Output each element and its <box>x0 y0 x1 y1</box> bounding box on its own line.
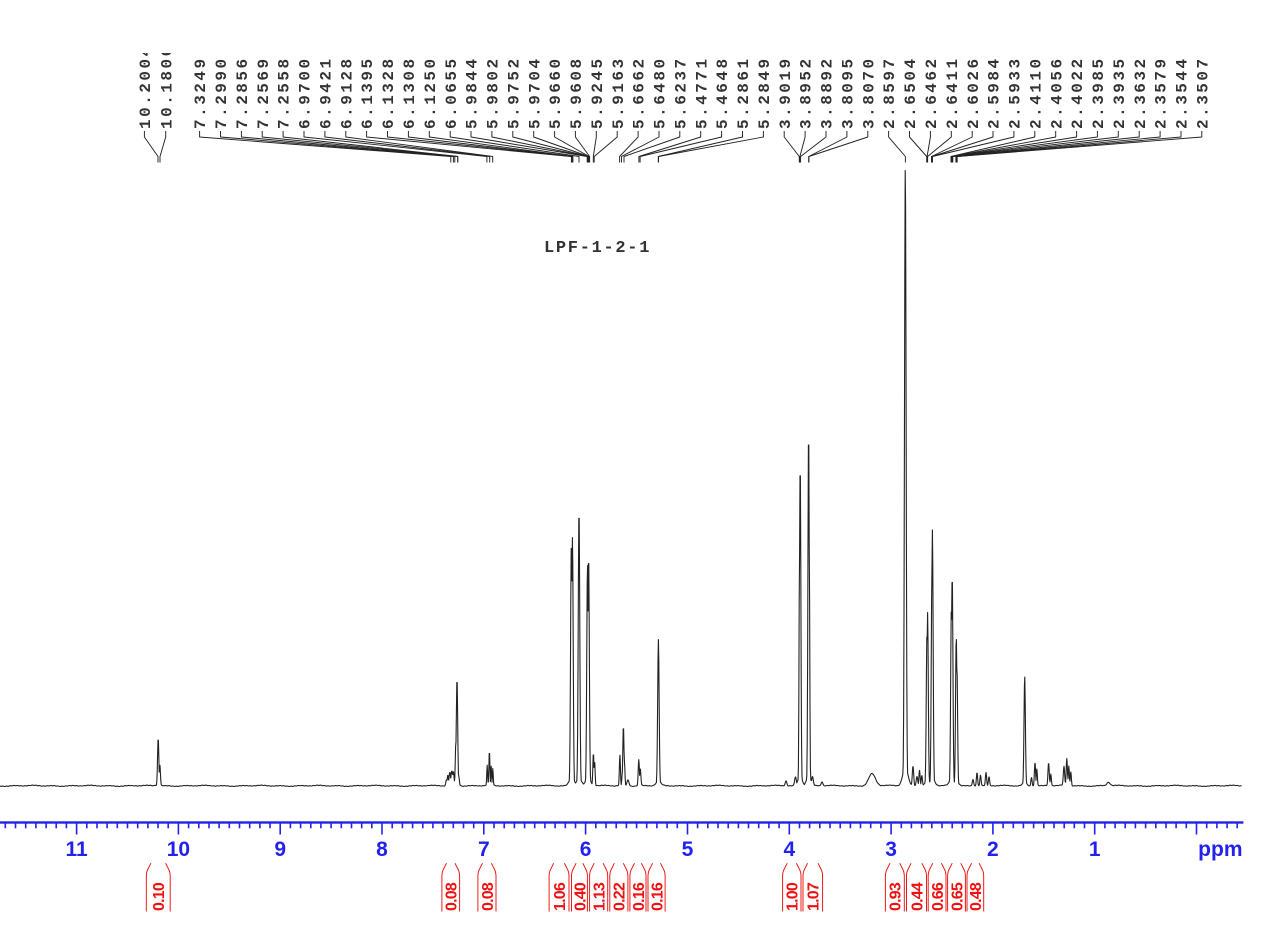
svg-text:11: 11 <box>65 838 88 861</box>
svg-text:1.06: 1.06 <box>552 882 569 911</box>
svg-text:0.16: 0.16 <box>649 882 666 911</box>
svg-text:7.2558: 7.2558 <box>276 56 294 129</box>
svg-text:1.07: 1.07 <box>806 882 823 911</box>
svg-text:2.4056: 2.4056 <box>1048 56 1066 129</box>
svg-text:2.3579: 2.3579 <box>1153 56 1171 129</box>
svg-text:5.6662: 5.6662 <box>631 56 649 129</box>
svg-text:ppm: ppm <box>1198 838 1242 861</box>
svg-text:2.8597: 2.8597 <box>881 56 899 129</box>
svg-text:6.1328: 6.1328 <box>380 56 398 129</box>
svg-text:7: 7 <box>478 838 490 861</box>
svg-text:5.9660: 5.9660 <box>547 56 565 129</box>
svg-text:10.2004: 10.2004 <box>137 44 155 129</box>
svg-text:5.4648: 5.4648 <box>714 56 732 129</box>
svg-text:3.8070: 3.8070 <box>860 56 878 129</box>
svg-text:0.65: 0.65 <box>949 882 966 911</box>
svg-text:6.0655: 6.0655 <box>443 56 461 129</box>
svg-text:3: 3 <box>885 838 897 861</box>
svg-text:6.1395: 6.1395 <box>359 56 377 129</box>
svg-text:0.40: 0.40 <box>572 882 589 911</box>
svg-text:5.2849: 5.2849 <box>756 56 774 129</box>
svg-text:7.2569: 7.2569 <box>255 56 273 129</box>
svg-text:7.3249: 7.3249 <box>192 56 210 129</box>
svg-text:6: 6 <box>580 838 592 861</box>
svg-text:2.6026: 2.6026 <box>965 56 983 129</box>
svg-text:0.66: 0.66 <box>930 882 947 911</box>
svg-text:5.4771: 5.4771 <box>693 56 711 129</box>
svg-text:4: 4 <box>783 838 795 861</box>
svg-text:9: 9 <box>274 838 286 861</box>
svg-text:3.8892: 3.8892 <box>819 56 837 129</box>
svg-text:6.9128: 6.9128 <box>338 56 356 129</box>
svg-text:5: 5 <box>682 838 694 861</box>
svg-text:2.3985: 2.3985 <box>1090 56 1108 129</box>
svg-text:6.1250: 6.1250 <box>422 56 440 129</box>
svg-text:3.8095: 3.8095 <box>840 56 858 129</box>
svg-text:1.00: 1.00 <box>785 882 802 911</box>
svg-text:2.5984: 2.5984 <box>986 56 1004 129</box>
svg-text:6.1308: 6.1308 <box>401 56 419 129</box>
svg-text:2.3507: 2.3507 <box>1194 56 1212 129</box>
svg-text:5.9752: 5.9752 <box>505 56 523 129</box>
svg-text:5.9802: 5.9802 <box>485 56 503 129</box>
svg-text:1.13: 1.13 <box>592 882 609 911</box>
svg-text:2.3544: 2.3544 <box>1174 56 1192 129</box>
svg-text:5.2861: 5.2861 <box>735 56 753 129</box>
svg-text:2.6504: 2.6504 <box>902 56 920 129</box>
svg-text:1: 1 <box>1089 838 1101 861</box>
svg-text:5.6237: 5.6237 <box>672 56 690 129</box>
svg-text:6.9421: 6.9421 <box>318 56 336 129</box>
svg-text:8: 8 <box>376 838 388 861</box>
svg-text:0.44: 0.44 <box>909 882 926 911</box>
svg-text:2.5933: 2.5933 <box>1007 56 1025 129</box>
svg-text:0.10: 0.10 <box>151 882 168 911</box>
svg-text:10.1806: 10.1806 <box>158 44 176 129</box>
svg-text:0.16: 0.16 <box>631 882 648 911</box>
svg-text:5.9608: 5.9608 <box>568 56 586 129</box>
svg-text:3.8952: 3.8952 <box>798 56 816 129</box>
svg-text:6.9700: 6.9700 <box>297 56 315 129</box>
svg-text:2.4110: 2.4110 <box>1027 56 1045 129</box>
svg-text:2.6462: 2.6462 <box>923 56 941 129</box>
svg-text:2.6411: 2.6411 <box>944 56 962 129</box>
svg-text:0.08: 0.08 <box>480 882 497 911</box>
svg-text:2.3935: 2.3935 <box>1111 56 1129 129</box>
svg-text:3.9019: 3.9019 <box>777 56 795 129</box>
svg-text:5.6480: 5.6480 <box>652 56 670 129</box>
svg-text:5.9163: 5.9163 <box>610 56 628 129</box>
svg-text:LPF-1-2-1: LPF-1-2-1 <box>544 239 651 258</box>
svg-text:0.48: 0.48 <box>968 882 985 911</box>
svg-text:5.9704: 5.9704 <box>526 56 544 129</box>
svg-text:0.08: 0.08 <box>444 882 461 911</box>
svg-text:0.93: 0.93 <box>888 882 905 911</box>
svg-text:2.3632: 2.3632 <box>1132 56 1150 129</box>
svg-text:10: 10 <box>167 838 190 861</box>
svg-text:7.2990: 7.2990 <box>213 56 231 129</box>
svg-text:2.4022: 2.4022 <box>1069 56 1087 129</box>
svg-text:0.22: 0.22 <box>612 882 629 911</box>
svg-text:5.9844: 5.9844 <box>464 56 482 129</box>
svg-text:2: 2 <box>987 838 999 861</box>
svg-text:5.9245: 5.9245 <box>589 56 607 129</box>
svg-text:7.2856: 7.2856 <box>234 56 252 129</box>
